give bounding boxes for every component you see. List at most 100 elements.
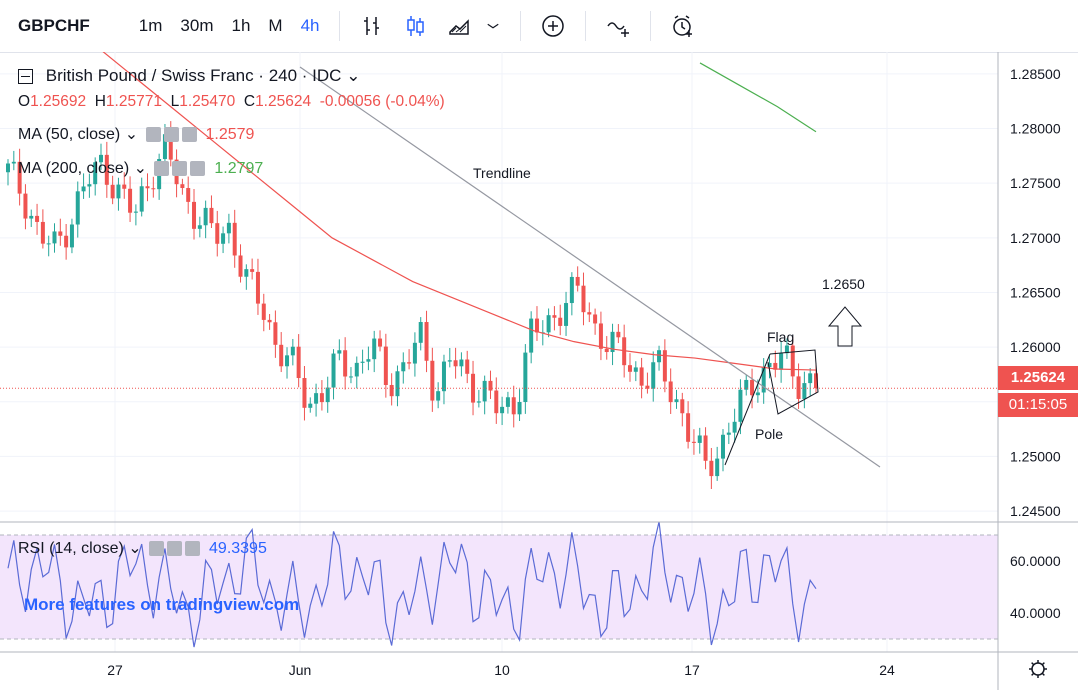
price-tick-label: 1.26000 <box>1010 339 1061 355</box>
chevron-down-icon[interactable]: ⌄ <box>133 160 148 177</box>
interval-4h-button[interactable]: 4h <box>300 16 320 35</box>
candle-body <box>6 163 10 173</box>
chevron-down-icon[interactable]: ⌄ <box>346 66 361 85</box>
candle-body <box>46 243 51 245</box>
candle-body <box>755 392 760 396</box>
candle-body <box>418 322 423 343</box>
eye-icon[interactable] <box>149 541 165 557</box>
toolbar-divider <box>584 11 586 41</box>
candle-body <box>308 403 313 408</box>
rsi-band <box>0 535 998 639</box>
candle-body <box>133 211 138 213</box>
countdown-tag: 01:15:05 <box>998 393 1078 417</box>
candle-body <box>401 362 406 372</box>
flag-annotation: Flag <box>767 329 794 345</box>
candle-body <box>168 134 173 160</box>
candle-body <box>651 362 656 389</box>
candle-body <box>139 186 144 212</box>
price-tick-label: 1.27500 <box>1010 175 1061 191</box>
close-icon[interactable] <box>190 161 206 177</box>
candle-body <box>744 379 749 390</box>
flag-outline <box>767 349 819 415</box>
candle-body <box>604 348 609 353</box>
candle-body <box>378 338 383 347</box>
ohlc-legend: O1.25692 H1.25771 L1.25470 C1.25624 -0.0… <box>18 93 445 111</box>
gear-icon[interactable] <box>1029 660 1047 678</box>
candle-body <box>581 285 586 313</box>
gear-icon[interactable] <box>172 161 188 177</box>
candle-body <box>657 350 662 363</box>
time-tick-label: 24 <box>879 662 895 678</box>
candle-body <box>558 317 563 326</box>
candle-body <box>471 373 476 403</box>
candle-body <box>58 231 63 236</box>
chevron-down-icon[interactable] <box>486 14 500 38</box>
gear-icon[interactable] <box>167 541 183 557</box>
change-value: -0.00056 (-0.04%) <box>319 93 445 110</box>
compare-icon[interactable] <box>606 14 630 38</box>
candle-body <box>29 215 34 219</box>
candle-body <box>197 225 202 229</box>
chevron-down-icon[interactable]: ⌄ <box>128 540 142 557</box>
candle-body <box>476 401 481 403</box>
candle-body <box>221 233 226 244</box>
candle-body <box>279 344 284 367</box>
symbol-title: British Pound / Swiss Franc · 240 · IDC <box>45 66 342 85</box>
chevron-down-icon[interactable]: ⌄ <box>124 126 139 143</box>
candle-body <box>534 318 539 333</box>
symbol-search-button[interactable]: GBPCHF <box>18 16 90 35</box>
time-tick-label: 10 <box>494 662 510 678</box>
price-tick-label: 1.25000 <box>1010 448 1061 464</box>
candle-body <box>407 362 412 364</box>
gear-icon[interactable] <box>163 127 179 143</box>
candle-body <box>261 303 266 320</box>
candle-body <box>343 350 348 377</box>
candle-body <box>383 346 388 385</box>
price-chart[interactable]: Trendline Flag Pole 1.2650 1.28500 1.28000 1.… <box>0 52 1078 690</box>
target-annotation: 1.2650 <box>822 276 865 292</box>
candle-body <box>64 235 69 248</box>
chart-legend-title: British Pound / Swiss Franc · 240 · IDC … <box>18 66 360 86</box>
close-icon[interactable] <box>185 541 201 557</box>
add-indicator-icon[interactable] <box>541 14 565 38</box>
candle-body <box>633 367 638 372</box>
interval-1m-button[interactable]: 1m <box>138 16 163 35</box>
candle-body <box>616 331 621 338</box>
close-icon[interactable] <box>181 127 197 143</box>
candle-body <box>587 312 592 315</box>
candle-body <box>627 365 632 372</box>
tradingview-watermark[interactable]: More features on tradingview.com <box>24 595 300 614</box>
alert-icon[interactable] <box>671 14 695 38</box>
bar-type-icon[interactable] <box>360 14 384 38</box>
candle-body <box>424 322 429 361</box>
candle-body <box>796 376 801 399</box>
candle-body <box>372 338 377 360</box>
close-label: C <box>243 93 256 110</box>
trendline-annotation: Trendline <box>473 165 531 181</box>
candle-body <box>598 323 603 349</box>
candle-body <box>273 322 278 345</box>
interval-m-button[interactable]: M <box>268 16 283 35</box>
interval-30m-button[interactable]: 30m <box>180 16 214 35</box>
collapse-legend-icon[interactable] <box>18 69 33 85</box>
low-value: 1.25470 <box>179 93 236 110</box>
candles <box>6 121 818 489</box>
candle-body <box>814 373 818 389</box>
candle-body <box>720 434 725 459</box>
candle-body <box>360 361 365 363</box>
candle-body <box>226 222 231 234</box>
candle-body <box>773 362 778 370</box>
time-tick-label: Jun <box>289 662 312 678</box>
flag-pole-line <box>724 353 771 466</box>
price-tick-label: 1.28000 <box>1010 121 1061 137</box>
candle-body <box>738 389 743 422</box>
candles-icon[interactable] <box>404 14 428 38</box>
interval-1h-button[interactable]: 1h <box>231 16 251 35</box>
eye-icon[interactable] <box>145 127 161 143</box>
area-chart-icon[interactable] <box>448 14 472 38</box>
rsi-tick-label: 60.0000 <box>1010 553 1061 569</box>
candle-body <box>267 319 272 323</box>
candle-body <box>767 362 772 367</box>
candle-body <box>192 201 197 229</box>
eye-icon[interactable] <box>154 161 170 177</box>
